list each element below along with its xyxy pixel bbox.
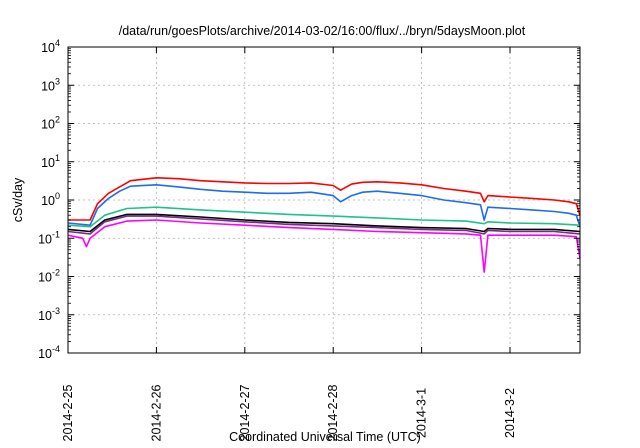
x-tick-label: 2014-3-1 [415, 388, 429, 438]
series-line-4 [67, 213, 581, 233]
y-axis: 10-4 10-3 10-2 10-1 100 101 102 103 104 [38, 38, 580, 361]
series-line-2 [67, 184, 581, 227]
y-axis-label: cSv/day [11, 177, 25, 222]
chart-title: /data/run/goesPlots/archive/2014-03-02/1… [119, 24, 526, 38]
y-tick-label: 104 [41, 38, 60, 55]
y-tick-label: 100 [41, 191, 60, 208]
y-tick-label: 10-1 [38, 229, 60, 246]
series-line-5 [67, 215, 581, 235]
x-tick-label: 2014-2-26 [149, 384, 163, 441]
y-tick-label: 101 [41, 153, 60, 170]
y-tick-label: 10-3 [38, 306, 60, 323]
series-line-6 [67, 219, 581, 273]
x-axis-label: Coordinated Universal Time (UTC) [229, 430, 421, 444]
x-tick-label: 2014-3-2 [503, 388, 517, 438]
x-tick-label: 2014-2-27 [238, 384, 252, 441]
series-line-3 [67, 206, 581, 228]
x-axis: 2014-2-25 2014-2-26 2014-2-27 2014-2-28 2014… [61, 47, 517, 442]
x-tick-label: 2014-2-25 [61, 384, 75, 441]
series-line-1 [68, 177, 581, 221]
x-tick-label: 2014-2-28 [326, 384, 340, 441]
y-tick-label: 10-2 [38, 268, 60, 285]
y-tick-label: 10-4 [38, 344, 60, 361]
grid [68, 47, 580, 353]
y-tick-label: 103 [41, 76, 60, 93]
series-group [67, 177, 581, 273]
y-tick-label: 102 [41, 115, 60, 132]
